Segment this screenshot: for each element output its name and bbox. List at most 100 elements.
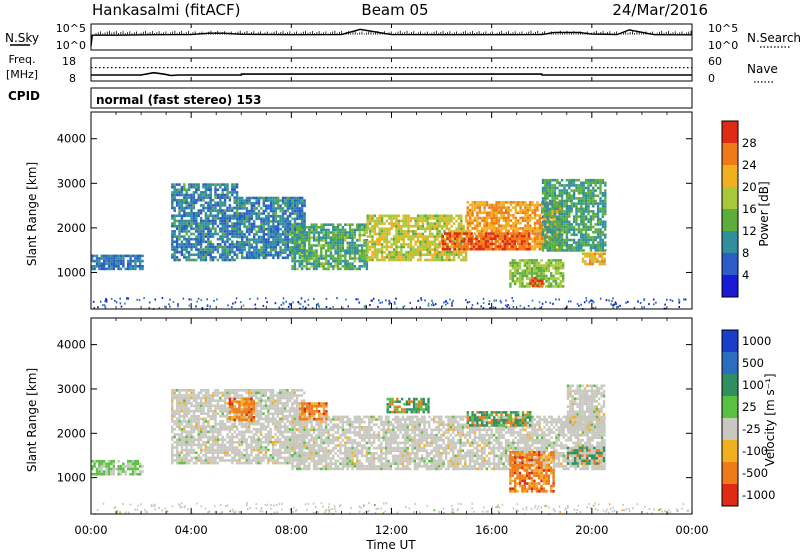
power-cell (182, 297, 185, 300)
velocity-cell (202, 394, 205, 397)
power-cell (204, 196, 208, 199)
power-cell (102, 304, 104, 307)
power-cell (366, 240, 369, 244)
power-cell (457, 237, 461, 241)
velocity-cell (136, 472, 139, 476)
power-cell (378, 248, 381, 251)
power-cell (523, 269, 526, 273)
power-cell (233, 198, 236, 202)
power-cell (544, 236, 547, 239)
power-cell (469, 203, 472, 207)
power-cell (526, 245, 529, 248)
power-cell (300, 265, 304, 268)
power-cell (575, 217, 578, 221)
power-cell (593, 252, 597, 255)
power-cell (529, 216, 532, 220)
power-cell (512, 206, 515, 209)
power-cell (260, 253, 263, 257)
power-cell (199, 204, 203, 207)
power-cell (421, 222, 425, 225)
power-cell (598, 252, 601, 255)
power-cell (464, 258, 468, 262)
power-cell (277, 240, 280, 244)
power-cell (450, 258, 453, 262)
power-cell (500, 216, 503, 220)
velocity-cell (105, 462, 108, 466)
power-cell (466, 237, 469, 241)
power-cell (402, 235, 405, 238)
power-cell (533, 242, 537, 246)
velocity-cell (173, 409, 176, 413)
power-cell (450, 230, 453, 233)
beam-title: Beam 05 (361, 1, 428, 19)
power-cell (219, 230, 222, 233)
power-cell (366, 227, 369, 231)
power-cell (552, 274, 555, 278)
power-cell (269, 253, 273, 257)
power-cell (283, 302, 285, 305)
power-cell (231, 185, 234, 189)
power-cell (243, 233, 246, 236)
power-cell (478, 203, 481, 207)
power-cell (300, 231, 304, 234)
power-cell (202, 196, 205, 199)
power-cell (397, 250, 401, 254)
power-cell (421, 235, 425, 238)
power-cell (538, 229, 541, 233)
power-cell (514, 261, 517, 265)
power-cell (360, 223, 364, 226)
power-cell (596, 228, 600, 231)
power-cell (241, 243, 244, 247)
power-cell (541, 181, 545, 185)
power-cell (187, 253, 191, 257)
power-cell (452, 217, 456, 220)
power-cell (233, 191, 236, 194)
power-cell (560, 178, 564, 182)
power-cell (521, 279, 524, 283)
power-ytick-label: 3000 (57, 176, 86, 190)
power-cell (476, 201, 479, 204)
power-cell (431, 299, 433, 302)
power-cell (457, 240, 461, 244)
power-cell (476, 302, 479, 305)
power-cell (388, 253, 391, 257)
velocity-cell (190, 443, 193, 447)
power-cell (269, 240, 273, 244)
power-cell (115, 301, 118, 304)
power-cell (594, 243, 597, 247)
power-cell (336, 244, 340, 247)
power-cell (277, 235, 280, 239)
power-cell (250, 207, 253, 210)
power-cell (550, 261, 553, 265)
power-cell (136, 265, 139, 268)
velocity-cell (187, 443, 191, 447)
power-cell (407, 256, 410, 259)
velocity-cell (185, 451, 188, 454)
velocity-cell (190, 441, 193, 444)
power-cell (424, 245, 427, 249)
power-cell (171, 253, 174, 257)
power-cell (481, 234, 484, 238)
power-cell (358, 233, 361, 237)
power-cell (556, 228, 559, 231)
power-cell (577, 230, 581, 234)
power-cell (284, 230, 287, 234)
power-cell (253, 212, 256, 215)
power-cell (358, 244, 361, 247)
power-cell (202, 250, 205, 254)
power-cell (355, 298, 357, 301)
power-cell (547, 259, 550, 262)
velocity-cell (178, 441, 181, 444)
power-cell (243, 220, 246, 223)
power-cell (466, 211, 469, 215)
power-cell (279, 248, 282, 252)
power-cell (541, 189, 545, 192)
power-cell (565, 220, 569, 224)
power-cell (523, 272, 526, 275)
power-cell (582, 228, 585, 231)
power-cell (395, 222, 398, 225)
power-cell (407, 219, 410, 223)
power-cell (466, 208, 469, 212)
power-cell (209, 258, 212, 262)
